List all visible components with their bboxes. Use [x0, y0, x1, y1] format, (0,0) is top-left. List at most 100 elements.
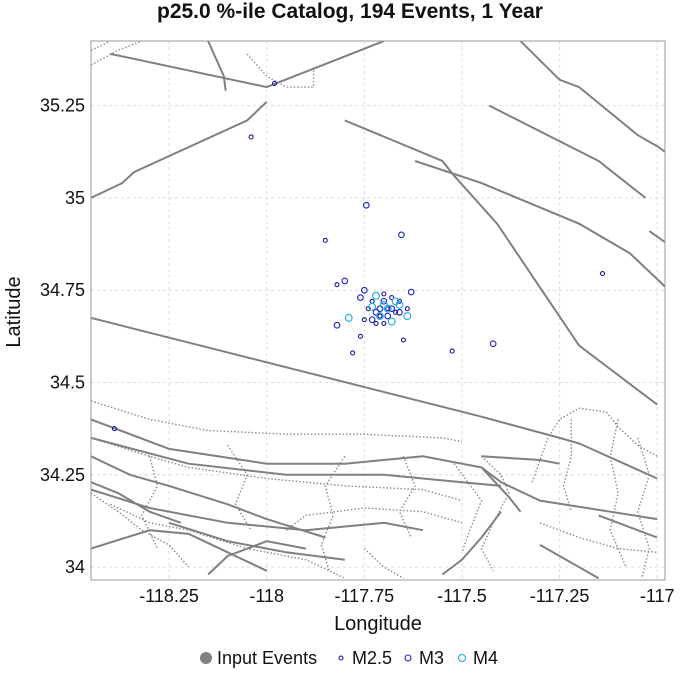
- fault-trace: [91, 488, 424, 532]
- y-tick-labels: 34 34.25 34.5 34.75 35 35.25: [40, 96, 85, 577]
- event-point: [377, 313, 383, 319]
- event-point: [368, 316, 376, 324]
- y-tick-label: 34.75: [40, 280, 85, 300]
- event-markers: [111, 80, 606, 432]
- fault-trace-dotted: [91, 41, 143, 66]
- event-point: [360, 286, 368, 294]
- fault-trace: [414, 160, 665, 288]
- x-axis-label: Longitude: [334, 613, 422, 635]
- fault-trace: [110, 41, 385, 89]
- fault-trace-dotted: [531, 407, 658, 483]
- legend-label: M2.5: [352, 648, 392, 668]
- fault-trace: [488, 104, 647, 199]
- fault-trace-dotted: [91, 492, 190, 568]
- event-point: [400, 337, 406, 343]
- event-point: [369, 298, 375, 304]
- x-tick-label: -117.75: [334, 586, 394, 606]
- event-point: [111, 426, 117, 432]
- fault-trace: [207, 41, 227, 91]
- event-point: [357, 333, 363, 339]
- event-point: [322, 237, 328, 243]
- event-point: [372, 291, 380, 300]
- x-tick-label: -117.25: [530, 586, 590, 606]
- event-point: [248, 134, 254, 140]
- event-point: [385, 306, 391, 312]
- fault-trace: [91, 455, 326, 539]
- fault-trace-dotted: [91, 400, 463, 443]
- x-tick-labels: -118.25 -118 -117.75 -117.5 -117.25 -117: [139, 586, 674, 606]
- fault-trace-dotted: [562, 419, 572, 512]
- fault-trace-dotted: [246, 53, 315, 88]
- legend-marker-m3: [404, 654, 412, 662]
- event-point: [407, 288, 415, 296]
- fault-trace: [598, 514, 658, 539]
- event-point: [376, 312, 384, 320]
- event-point: [388, 305, 396, 313]
- legend-marker-m4: [457, 653, 467, 663]
- x-tick-label: -117: [640, 586, 675, 606]
- event-point: [372, 308, 380, 316]
- y-tick-label: 34.25: [40, 465, 85, 485]
- event-point: [393, 309, 399, 315]
- fault-trace: [207, 540, 306, 576]
- event-point: [384, 312, 392, 320]
- y-axis-label: Latitude: [3, 276, 25, 347]
- fault-trace-dotted: [398, 456, 416, 538]
- fault-trace-dotted: [539, 522, 658, 553]
- fault-trace: [648, 230, 665, 244]
- fault-trace: [480, 466, 522, 513]
- event-point: [381, 291, 387, 297]
- fault-trace: [91, 418, 658, 521]
- fault-trace-dotted: [609, 419, 627, 568]
- event-point: [380, 297, 388, 305]
- fault-trace: [168, 521, 345, 561]
- fault-trace: [91, 316, 658, 480]
- fault-trace: [91, 529, 268, 572]
- event-point: [357, 294, 364, 301]
- event-point: [344, 313, 353, 322]
- event-point: [404, 306, 410, 312]
- event-point: [379, 301, 388, 309]
- x-tick-label: -118: [249, 586, 284, 606]
- event-point: [373, 320, 379, 326]
- event-point: [449, 348, 455, 354]
- event-point: [396, 298, 403, 304]
- legend-label: Input Events: [217, 648, 317, 668]
- y-tick-label: 35: [65, 188, 85, 208]
- event-point: [389, 295, 395, 301]
- fault-trace: [481, 455, 560, 465]
- event-point: [489, 340, 497, 348]
- event-point: [599, 271, 606, 277]
- event-point: [361, 317, 367, 323]
- event-point: [398, 231, 405, 239]
- legend-label: M3: [419, 648, 444, 668]
- fault-trace-dotted: [141, 456, 159, 549]
- event-point: [395, 301, 404, 309]
- x-tick-label: -117.5: [437, 586, 487, 606]
- fault-trace: [539, 544, 600, 580]
- plot-frame: [90, 40, 666, 581]
- fault-trace-dotted: [636, 437, 651, 579]
- fault-trace: [519, 41, 665, 153]
- event-point: [381, 320, 387, 326]
- event-point: [403, 312, 412, 320]
- y-tick-label: 34: [65, 557, 85, 577]
- fault-trace-dotted: [480, 455, 510, 572]
- event-point: [271, 80, 278, 87]
- fault-trace: [91, 436, 502, 487]
- legend-label: M4: [473, 648, 498, 668]
- fault-trace: [91, 101, 268, 199]
- legend: Input Events M2.5 M3 M4: [200, 648, 498, 668]
- event-point: [341, 277, 349, 285]
- y-tick-label: 34.5: [50, 372, 85, 392]
- fault-trace-dotted: [453, 463, 483, 553]
- fault-trace-dotted: [91, 41, 111, 51]
- event-point: [334, 282, 340, 288]
- fault-trace-dotted: [91, 437, 463, 502]
- fault-trace-dotted: [363, 548, 404, 579]
- fault-trace-dotted: [110, 503, 346, 579]
- fault-trace: [344, 119, 658, 406]
- x-tick-label: -118.25: [139, 586, 199, 606]
- event-point: [362, 201, 370, 209]
